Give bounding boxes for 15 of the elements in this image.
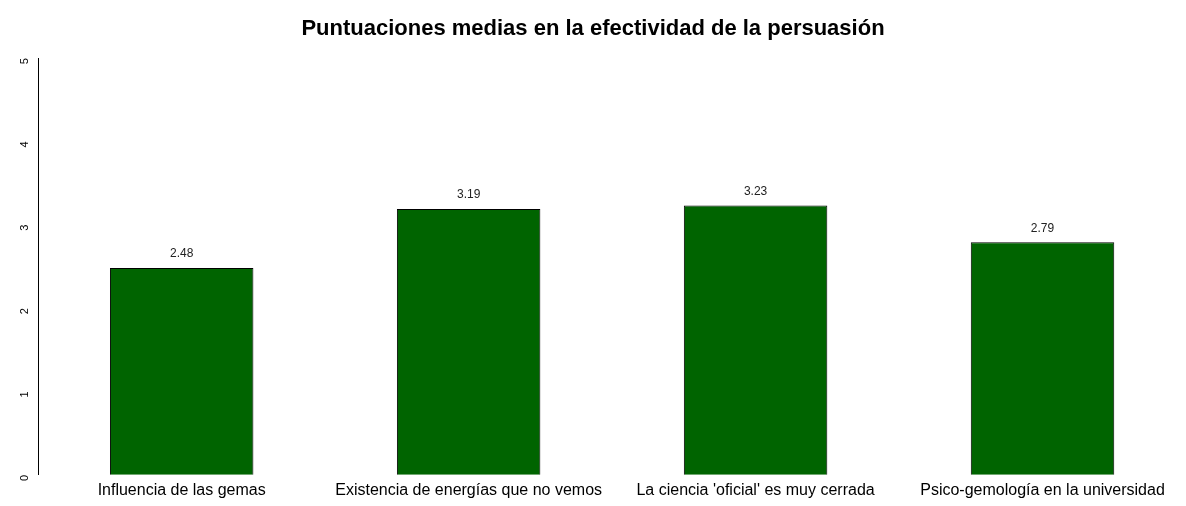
data-label: 2.79 <box>1030 220 1055 235</box>
data-label: 3.23 <box>743 183 768 198</box>
y-tick-label: 0 <box>18 474 31 481</box>
data-label: 2.48 <box>170 246 194 261</box>
x-tick-label: La ciencia 'oficial' es muy cerrada <box>636 480 875 498</box>
data-label: 3.19 <box>456 187 481 202</box>
y-tick-label: 1 <box>18 391 31 398</box>
chart-title: Puntuaciones medias en la efectividad de la persuasión <box>300 14 886 40</box>
y-tick-label: 2 <box>18 308 31 315</box>
x-tick-label: Existencia de energías que no vemos <box>335 480 603 498</box>
y-tick-label: 4 <box>18 141 31 148</box>
y-tick-label: 5 <box>18 58 31 65</box>
y-tick-label: 3 <box>18 224 31 231</box>
x-tick-label: Influencia de las gemas <box>97 480 266 498</box>
x-tick-label: Psico-gemología en la universidad <box>920 480 1165 498</box>
